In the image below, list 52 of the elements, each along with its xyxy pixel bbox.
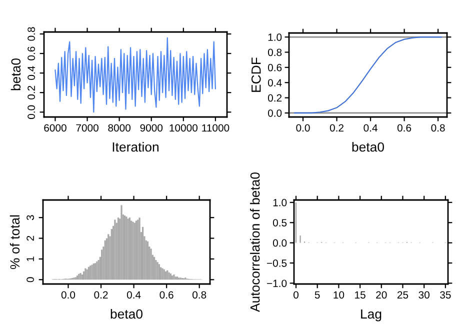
x-tick-label: 7000 bbox=[76, 124, 98, 132]
x-tick-label: 0.0 bbox=[61, 291, 76, 299]
y-tick-label: 0.4 bbox=[268, 79, 282, 86]
y-tick-label: 0.6 bbox=[28, 46, 35, 60]
y-tick-label: 0.2 bbox=[28, 86, 35, 100]
x-tick-label: 0.8 bbox=[192, 291, 206, 299]
x-tick-label: 25 bbox=[397, 291, 408, 299]
y-tick-label: 0.6 bbox=[268, 64, 282, 72]
y-axis-title: ECDF bbox=[251, 58, 261, 92]
x-tick-label: 5 bbox=[314, 291, 320, 299]
y-tick-label: 0 bbox=[26, 277, 34, 282]
y-tick-label: 0.5 bbox=[272, 219, 287, 226]
y-axis-title: % of total bbox=[10, 215, 20, 270]
x-tick-label: 0.2 bbox=[94, 291, 108, 299]
y-tick-label: 0.4 bbox=[28, 66, 35, 80]
x-tick-label: 11000 bbox=[202, 124, 230, 132]
x-axis-title: Iteration bbox=[112, 142, 158, 152]
y-tick-label: 2 bbox=[26, 236, 34, 241]
y-tick-label: 0.2 bbox=[268, 94, 282, 102]
y-tick-label: 3 bbox=[26, 215, 34, 220]
x-tick-label: 10000 bbox=[170, 124, 198, 132]
y-tick-label: 0.8 bbox=[268, 48, 282, 56]
x-tick-label: 0.4 bbox=[126, 291, 141, 299]
x-tick-label: 8000 bbox=[108, 124, 130, 132]
x-tick-label: 6000 bbox=[44, 124, 66, 132]
y-tick-label: 0.8 bbox=[28, 27, 35, 41]
x-tick-label: 35 bbox=[440, 291, 451, 299]
x-axis-title: beta0 bbox=[110, 308, 142, 319]
x-tick-label: 20 bbox=[376, 291, 387, 299]
x-tick-label: 30 bbox=[418, 291, 430, 299]
x-tick-label: 0.6 bbox=[397, 124, 412, 132]
x-axis-title: beta0 bbox=[352, 142, 384, 152]
y-tick-label: 0.0 bbox=[268, 109, 282, 117]
y-tick-label: 0.0 bbox=[28, 105, 35, 119]
x-tick-label: 9000 bbox=[140, 124, 163, 132]
x-tick-label: 0.0 bbox=[296, 124, 310, 132]
x-tick-label: 0.2 bbox=[330, 124, 344, 132]
x-tick-label: 15 bbox=[355, 291, 366, 299]
x-tick-label: 0.8 bbox=[431, 124, 445, 132]
x-tick-label: 10 bbox=[334, 291, 344, 299]
x-axis-title: Lag bbox=[361, 309, 382, 322]
x-tick-label: 0.6 bbox=[160, 291, 174, 299]
y-tick-label: 1.0 bbox=[273, 198, 287, 206]
y-tick-label: −1.0 bbox=[267, 280, 287, 288]
x-tick-label: 0 bbox=[294, 291, 298, 299]
y-tick-label: 0.0 bbox=[272, 239, 287, 247]
y-axis-title: Autocorrelation of beta0 bbox=[250, 172, 260, 312]
y-axis-title: beta0 bbox=[10, 58, 21, 90]
y-tick-label: −0.5 bbox=[267, 260, 287, 267]
x-tick-label: 0.4 bbox=[364, 124, 378, 132]
y-tick-label: 1.0 bbox=[268, 34, 282, 41]
y-tick-label: 1 bbox=[26, 256, 34, 262]
